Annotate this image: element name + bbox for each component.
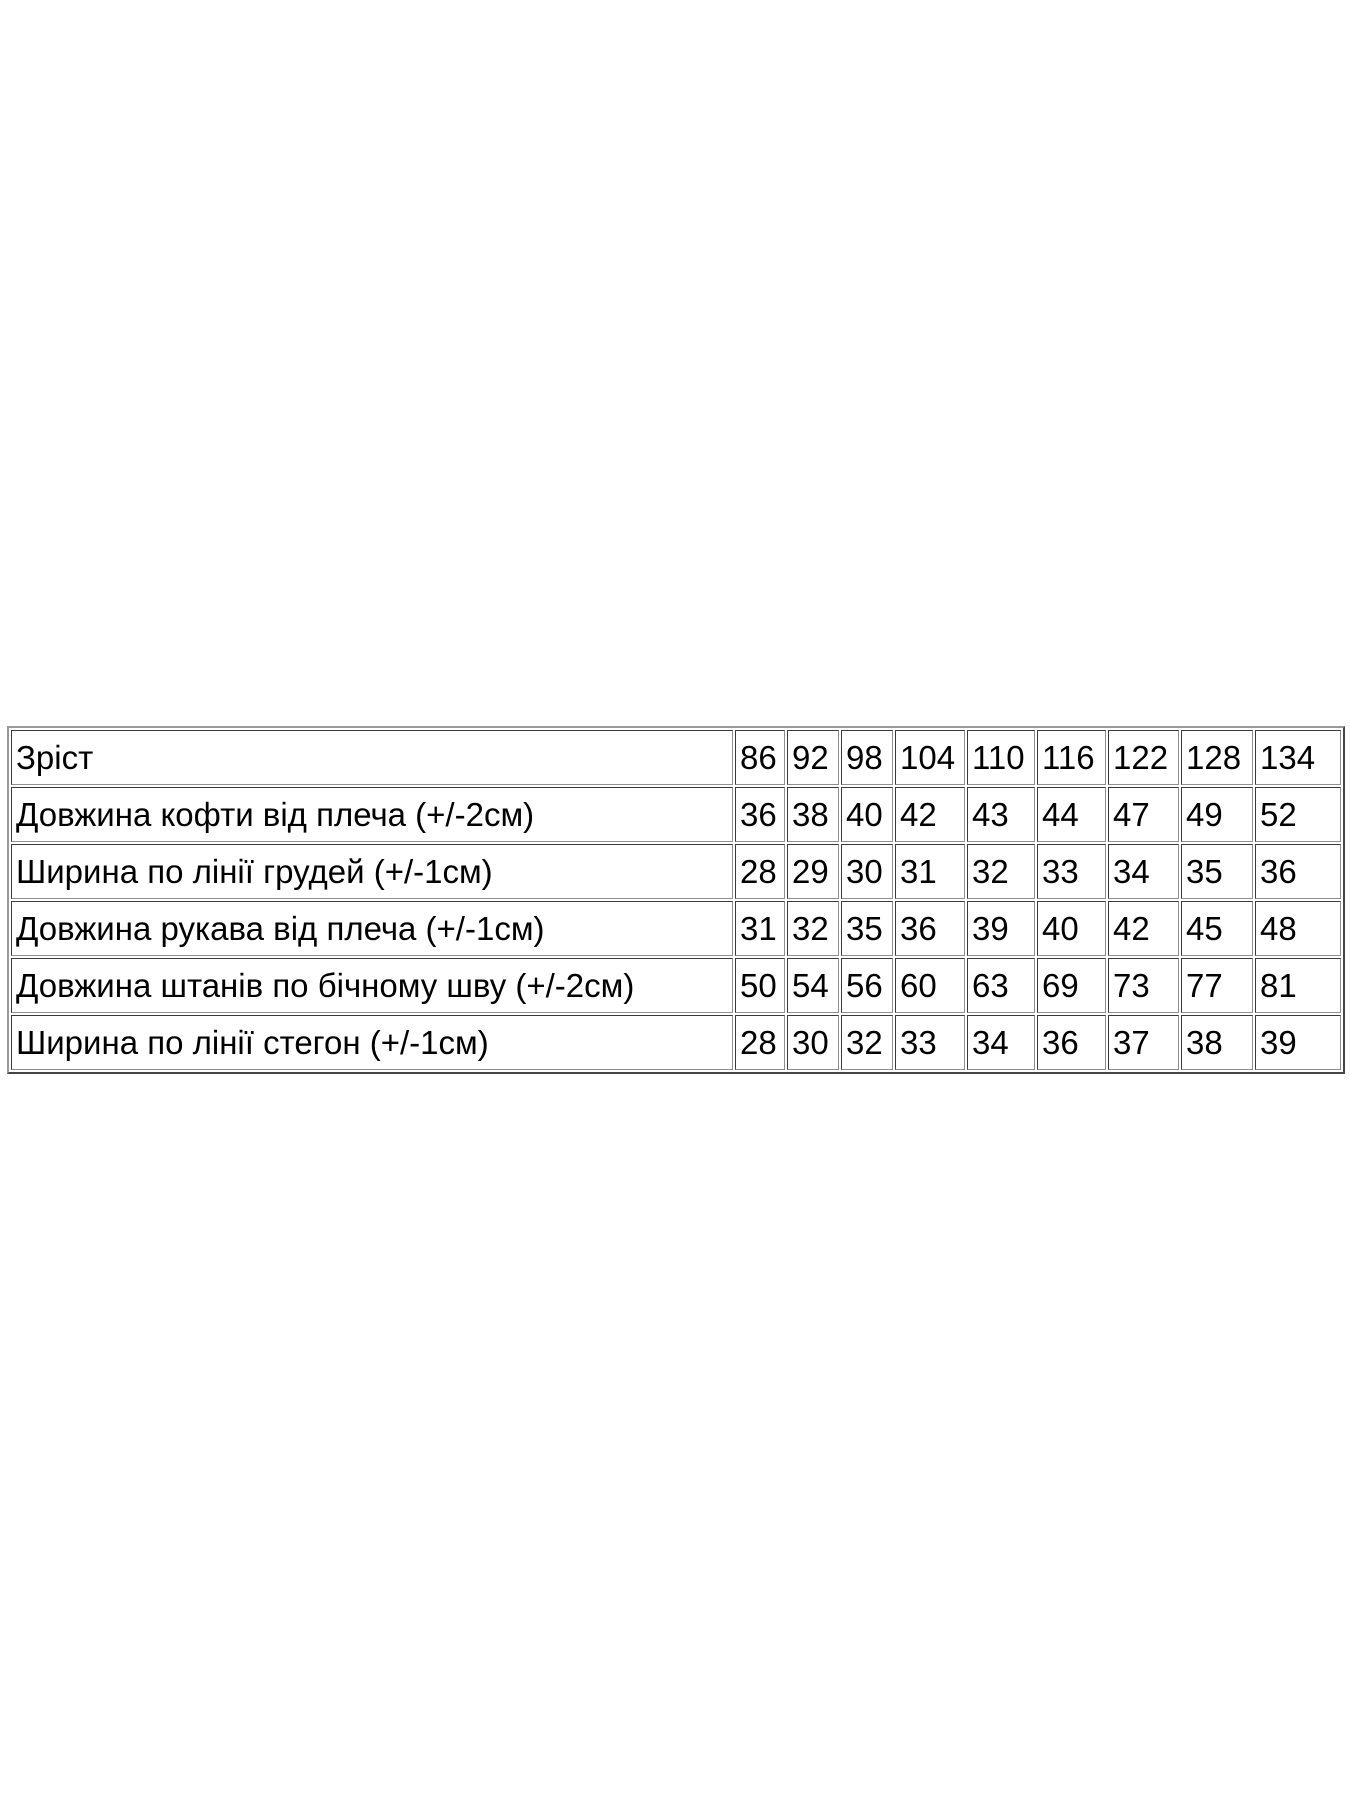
size-header-cell: 110: [967, 730, 1035, 785]
row-label-cell: Ширина по лінії грудей (+/-1см): [11, 844, 733, 899]
table-row: Довжина рукава від плеча (+/-1см) 31 32 35 3…: [11, 901, 1341, 956]
size-value-cell: 37: [1108, 1015, 1179, 1070]
size-value-cell: 77: [1181, 958, 1253, 1013]
size-value-cell: 32: [787, 901, 839, 956]
table-row: Ширина по лінії грудей (+/-1см) 28 29 30 31 3…: [11, 844, 1341, 899]
size-header-cell: 98: [841, 730, 893, 785]
size-value-cell: 54: [787, 958, 839, 1013]
size-value-cell: 32: [967, 844, 1035, 899]
size-value-cell: 43: [967, 787, 1035, 842]
size-value-cell: 28: [735, 1015, 785, 1070]
row-label-cell: Довжина рукава від плеча (+/-1см): [11, 901, 733, 956]
size-value-cell: 50: [735, 958, 785, 1013]
size-header-cell: 92: [787, 730, 839, 785]
size-header-cell: 128: [1181, 730, 1253, 785]
size-value-cell: 40: [1037, 901, 1106, 956]
size-value-cell: 36: [895, 901, 965, 956]
size-value-cell: 38: [787, 787, 839, 842]
size-header-cell: 122: [1108, 730, 1179, 785]
row-label-cell: Ширина по лінії стегон (+/-1см): [11, 1015, 733, 1070]
table-row: Ширина по лінії стегон (+/-1см) 28 30 32 33 3…: [11, 1015, 1341, 1070]
size-value-cell: 35: [841, 901, 893, 956]
size-value-cell: 33: [895, 1015, 965, 1070]
size-header-cell: 134: [1255, 730, 1341, 785]
size-value-cell: 35: [1181, 844, 1253, 899]
size-value-cell: 32: [841, 1015, 893, 1070]
size-value-cell: 52: [1255, 787, 1341, 842]
size-value-cell: 36: [1255, 844, 1341, 899]
size-chart-table: Зріст 86 92 98 104 110 116 122 128 134 Довжина коф…: [7, 726, 1345, 1074]
size-value-cell: 42: [895, 787, 965, 842]
size-value-cell: 60: [895, 958, 965, 1013]
size-value-cell: 28: [735, 844, 785, 899]
size-value-cell: 45: [1181, 901, 1253, 956]
size-value-cell: 33: [1037, 844, 1106, 899]
size-value-cell: 31: [895, 844, 965, 899]
size-value-cell: 38: [1181, 1015, 1253, 1070]
size-value-cell: 47: [1108, 787, 1179, 842]
size-value-cell: 63: [967, 958, 1035, 1013]
size-value-cell: 42: [1108, 901, 1179, 956]
row-label-cell: Зріст: [11, 730, 733, 785]
size-value-cell: 36: [735, 787, 785, 842]
size-value-cell: 39: [1255, 1015, 1341, 1070]
size-value-cell: 40: [841, 787, 893, 842]
size-value-cell: 39: [967, 901, 1035, 956]
size-value-cell: 30: [841, 844, 893, 899]
table-row: Довжина кофти від плеча (+/-2см) 36 38 40 42…: [11, 787, 1341, 842]
row-label-cell: Довжина штанів по бічному шву (+/-2см): [11, 958, 733, 1013]
size-value-cell: 30: [787, 1015, 839, 1070]
size-value-cell: 36: [1037, 1015, 1106, 1070]
size-value-cell: 49: [1181, 787, 1253, 842]
size-value-cell: 81: [1255, 958, 1341, 1013]
row-label-cell: Довжина кофти від плеча (+/-2см): [11, 787, 733, 842]
size-value-cell: 48: [1255, 901, 1341, 956]
size-value-cell: 34: [1108, 844, 1179, 899]
size-value-cell: 34: [967, 1015, 1035, 1070]
size-header-cell: 104: [895, 730, 965, 785]
size-chart-body: Зріст 86 92 98 104 110 116 122 128 134 Довжина коф…: [11, 730, 1341, 1070]
size-value-cell: 44: [1037, 787, 1106, 842]
size-value-cell: 69: [1037, 958, 1106, 1013]
size-header-cell: 116: [1037, 730, 1106, 785]
size-value-cell: 56: [841, 958, 893, 1013]
size-value-cell: 73: [1108, 958, 1179, 1013]
table-row: Довжина штанів по бічному шву (+/-2см) 50…: [11, 958, 1341, 1013]
table-row-header: Зріст 86 92 98 104 110 116 122 128 134: [11, 730, 1341, 785]
size-header-cell: 86: [735, 730, 785, 785]
size-value-cell: 31: [735, 901, 785, 956]
size-value-cell: 29: [787, 844, 839, 899]
